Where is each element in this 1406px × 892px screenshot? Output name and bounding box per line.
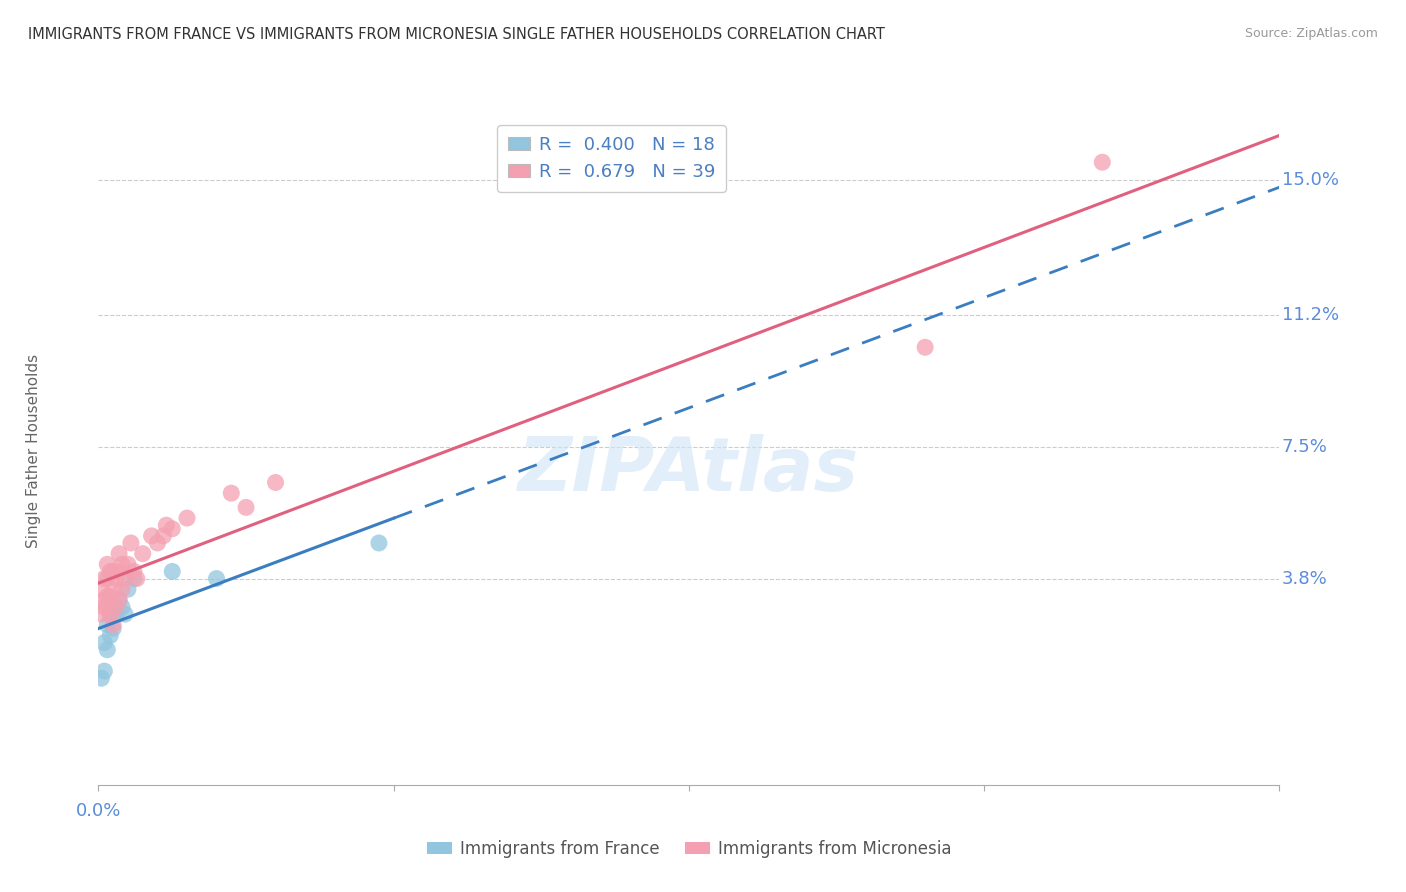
Point bbox=[96, 590, 118, 604]
Point bbox=[96, 617, 118, 632]
Text: 7.5%: 7.5% bbox=[1282, 438, 1327, 456]
Point bbox=[368, 536, 391, 550]
Point bbox=[111, 600, 134, 615]
Point bbox=[103, 600, 125, 615]
Point bbox=[93, 600, 115, 615]
Point bbox=[103, 565, 125, 579]
Point bbox=[103, 617, 125, 632]
Point bbox=[120, 536, 142, 550]
Legend: Immigrants from France, Immigrants from Micronesia: Immigrants from France, Immigrants from … bbox=[420, 833, 957, 864]
Point bbox=[105, 600, 128, 615]
Point bbox=[111, 582, 134, 597]
Point bbox=[914, 340, 936, 354]
Point bbox=[105, 607, 128, 622]
Point bbox=[264, 475, 287, 490]
Point bbox=[114, 572, 136, 586]
Point bbox=[141, 529, 163, 543]
Text: 15.0%: 15.0% bbox=[1282, 171, 1339, 189]
Point bbox=[155, 518, 177, 533]
Point bbox=[162, 565, 183, 579]
Point bbox=[90, 671, 112, 685]
Text: Single Father Households: Single Father Households bbox=[25, 353, 41, 548]
Point bbox=[93, 635, 115, 649]
Point bbox=[132, 547, 155, 561]
Text: 0.0%: 0.0% bbox=[76, 802, 121, 820]
Point bbox=[90, 582, 112, 597]
Text: 11.2%: 11.2% bbox=[1282, 306, 1339, 324]
Point bbox=[122, 565, 145, 579]
Point bbox=[98, 607, 121, 622]
Point bbox=[117, 582, 139, 597]
Point bbox=[108, 593, 131, 607]
Point bbox=[96, 642, 118, 657]
Text: IMMIGRANTS FROM FRANCE VS IMMIGRANTS FROM MICRONESIA SINGLE FATHER HOUSEHOLDS CO: IMMIGRANTS FROM FRANCE VS IMMIGRANTS FRO… bbox=[28, 27, 884, 42]
Point bbox=[219, 486, 242, 500]
Point bbox=[108, 565, 131, 579]
Point bbox=[98, 628, 121, 642]
Point bbox=[162, 522, 183, 536]
Text: Source: ZipAtlas.com: Source: ZipAtlas.com bbox=[1244, 27, 1378, 40]
Point bbox=[108, 547, 131, 561]
Point bbox=[103, 582, 125, 597]
Point bbox=[103, 621, 125, 635]
Point bbox=[96, 572, 118, 586]
Point bbox=[117, 558, 139, 572]
Point bbox=[122, 572, 145, 586]
Point bbox=[96, 600, 118, 615]
Point bbox=[205, 572, 228, 586]
Point bbox=[111, 558, 134, 572]
Text: 3.8%: 3.8% bbox=[1282, 570, 1327, 588]
Point bbox=[114, 607, 136, 622]
Point bbox=[146, 536, 169, 550]
Point bbox=[1091, 155, 1114, 169]
Point bbox=[98, 590, 121, 604]
Point bbox=[96, 558, 118, 572]
Point bbox=[105, 572, 128, 586]
Point bbox=[93, 664, 115, 678]
Point bbox=[98, 565, 121, 579]
Point bbox=[93, 593, 115, 607]
Point bbox=[98, 607, 121, 622]
Text: ZIPAtlas: ZIPAtlas bbox=[519, 434, 859, 507]
Point bbox=[125, 572, 148, 586]
Point bbox=[235, 500, 257, 515]
Point bbox=[90, 607, 112, 622]
Point bbox=[152, 529, 174, 543]
Point bbox=[176, 511, 198, 525]
Point bbox=[93, 572, 115, 586]
Point bbox=[108, 593, 131, 607]
